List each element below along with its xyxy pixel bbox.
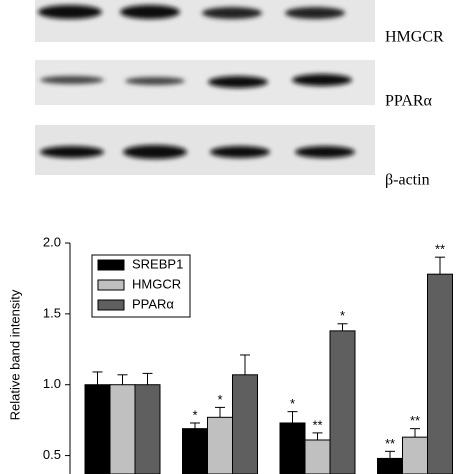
bar [232, 374, 258, 474]
bar [84, 384, 111, 474]
bar [134, 384, 161, 474]
legend-swatch [97, 299, 125, 311]
significance-label: ** [385, 436, 395, 451]
significance-label: ** [410, 413, 420, 428]
y-tick-label: 0.5 [43, 447, 61, 462]
y-axis-label: Relative band intensity [7, 289, 22, 420]
significance-label: * [290, 396, 295, 411]
legend-label: SREBP1 [132, 256, 183, 271]
bar [402, 436, 428, 474]
blot-label: PPARα [385, 93, 433, 110]
significance-label: ** [312, 417, 322, 432]
bar [279, 422, 306, 474]
bar [207, 416, 233, 474]
legend-swatch [97, 279, 125, 291]
y-tick-label: 2.0 [43, 234, 61, 249]
blot-label: HMGCR [385, 29, 444, 46]
bar [182, 428, 208, 474]
significance-label: * [192, 407, 197, 422]
legend-swatch [97, 259, 125, 271]
significance-label: * [340, 308, 345, 323]
y-tick-label: 1.0 [43, 376, 61, 391]
bar [329, 330, 356, 474]
bar [304, 439, 331, 474]
bar [109, 384, 136, 474]
blot-panels [35, 0, 375, 175]
significance-label: * [217, 392, 222, 407]
legend-label: PPARα [132, 296, 174, 311]
legend-label: HMGCR [132, 276, 181, 291]
y-tick-label: 1.5 [43, 305, 61, 320]
bar [377, 457, 403, 474]
blot-label: β-actin [385, 172, 430, 189]
significance-label: ** [435, 242, 445, 257]
bar [427, 273, 453, 474]
